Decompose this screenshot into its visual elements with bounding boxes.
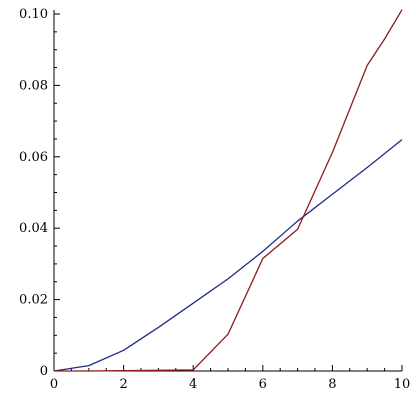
y-tick-label: 0.02 — [19, 293, 48, 308]
series-line-1 — [53, 139, 403, 372]
y-tick-label: 0.06 — [19, 150, 48, 165]
x-tick-label: 0 — [50, 377, 58, 392]
series-layer — [53, 9, 403, 372]
axes: 0 2 4 6 8 10 0 0.02 0.04 0.06 0.08 0.10 — [19, 7, 410, 392]
series-line-2 — [54, 9, 403, 372]
y-tick-label: 0.08 — [19, 78, 48, 93]
x-tick-label: 6 — [259, 377, 267, 392]
x-tick-label: 8 — [328, 377, 336, 392]
x-tick-label: 4 — [189, 377, 197, 392]
x-tick-label: 10 — [394, 377, 411, 392]
x-tick-label: 2 — [119, 377, 127, 392]
y-tick-label: 0 — [40, 364, 48, 379]
y-tick-label: 0.04 — [19, 221, 48, 236]
y-tick-label: 0.10 — [19, 7, 48, 22]
